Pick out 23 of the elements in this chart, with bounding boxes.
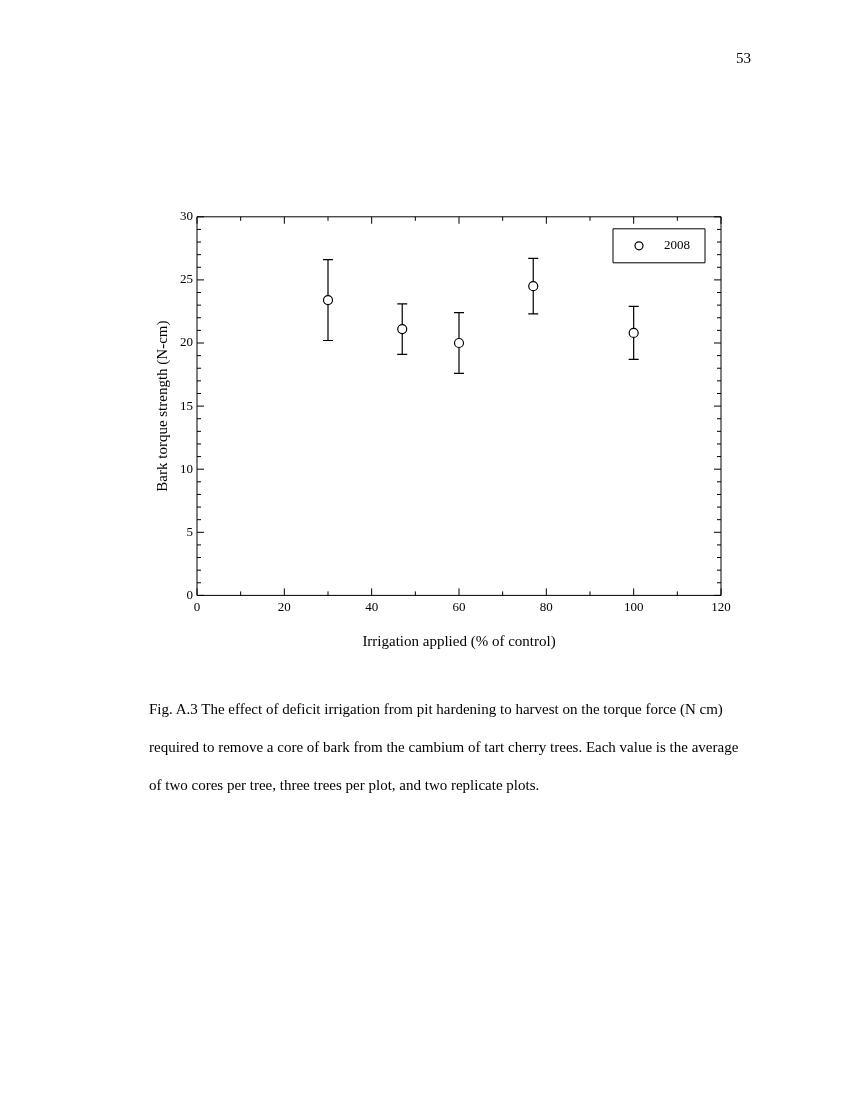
y-tick-label: 5 (186, 523, 193, 539)
x-tick-label: 80 (539, 598, 553, 614)
y-tick-label: 25 (180, 271, 193, 287)
text: Fig. A.3 The effect of deficit irrigation from pit hardening to harvest on the torque force (N cm) required to remove a core of bark from the cambium of tart cherry trees. Each value is the average of two cores per tree, three trees per plot, and two replicate plots. (149, 701, 739, 793)
y-tick-label: 10 (180, 460, 193, 476)
y-tick-label: 0 (186, 586, 193, 602)
y-axis-title: Bark torque strength (N-cm) (153, 320, 171, 492)
x-tick-label: 20 (277, 598, 291, 614)
point (397, 324, 408, 335)
x-tick-label: 60 (452, 598, 466, 614)
x-tick-label: 40 (365, 598, 379, 614)
x-tick-label: 100 (623, 598, 644, 614)
x-axis-title: Irrigation applied (% of control) (362, 632, 556, 650)
legend-label: 2008 (664, 237, 690, 253)
x-tick-label: 120 (711, 598, 731, 614)
y-tick-label: 30 (180, 208, 193, 224)
y-tick-label: 15 (180, 397, 193, 413)
point (528, 281, 539, 292)
point (453, 337, 465, 349)
y-tick-label: 20 (180, 334, 193, 350)
point (628, 327, 639, 338)
point (322, 294, 334, 306)
text: 53 (736, 50, 751, 67)
